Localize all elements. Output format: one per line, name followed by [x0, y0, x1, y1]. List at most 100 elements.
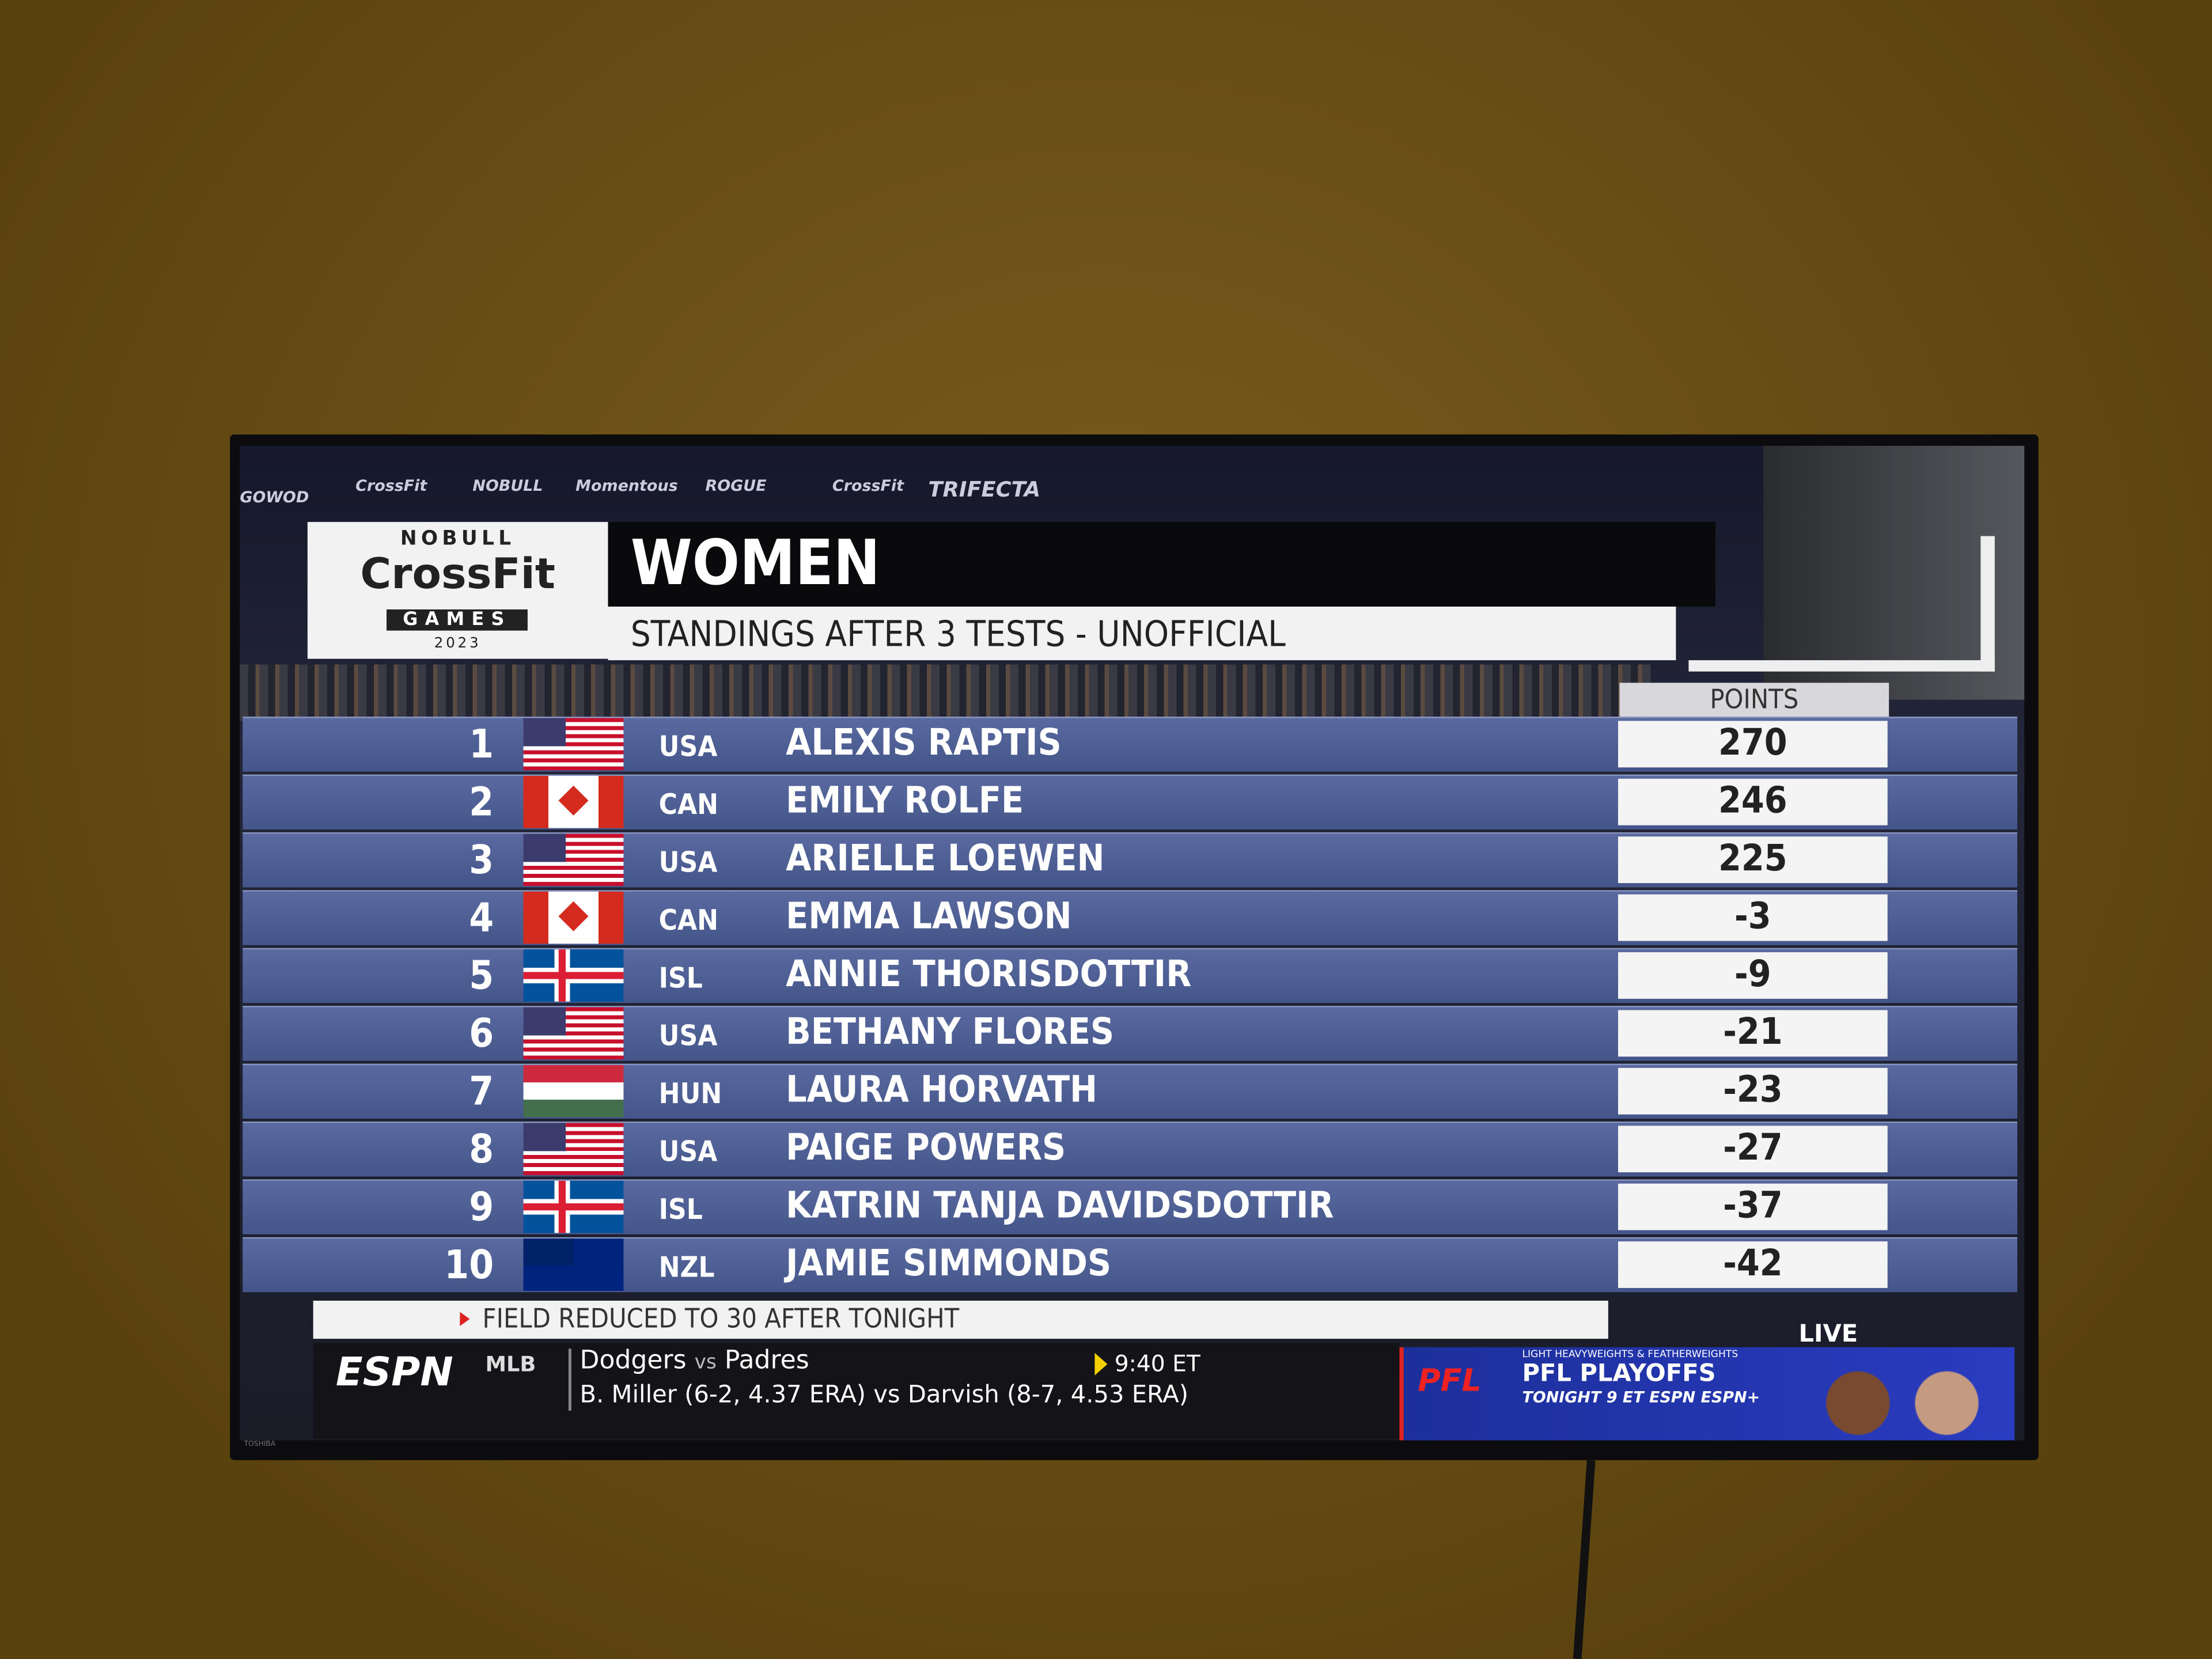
athlete-name: EMMA LAWSON — [786, 896, 1072, 938]
flag — [523, 1180, 624, 1233]
pitchers: B. Miller (6-2, 4.37 ERA) vs Darvish (8-… — [579, 1381, 1188, 1410]
points: -9 — [1618, 952, 1888, 999]
sponsor: NOBULL — [472, 476, 543, 495]
athlete-name: BETHANY FLORES — [786, 1011, 1115, 1054]
rank: 6 — [469, 1010, 494, 1057]
standing-row: 10 NZL JAMIE SIMMONDS -42 — [243, 1237, 2018, 1293]
play-icon — [1094, 1353, 1108, 1376]
standing-row: 4 CAN EMMA LAWSON -3 — [243, 890, 2018, 945]
points: 246 — [1618, 778, 1888, 825]
team: Dodgers — [579, 1346, 687, 1376]
note-bar: FIELD REDUCED TO 30 AFTER TONIGHT — [313, 1300, 1608, 1339]
flag-canton — [523, 1123, 566, 1152]
rank: 1 — [469, 721, 494, 768]
country: ISL — [658, 1192, 703, 1226]
cross — [523, 972, 624, 979]
subtitle-bar: STANDINGS AFTER 3 TESTS - UNOFFICIAL — [608, 607, 1676, 661]
logo-box: NOBULL CrossFit GAMES 2023 — [307, 522, 608, 659]
matchup: Dodgers vs Padres — [580, 1346, 809, 1375]
flag-canton — [523, 834, 566, 862]
fighters — [1798, 1347, 1997, 1441]
sponsor: Momentous — [575, 476, 678, 495]
country: HUN — [658, 1076, 722, 1111]
rank: 9 — [469, 1183, 494, 1230]
promo-time: TONIGHT 9 ET ESPN ESPN+ — [1522, 1388, 1760, 1407]
game-time: 9:40 ET — [1114, 1350, 1200, 1377]
cross — [558, 1180, 566, 1233]
rank: 8 — [469, 1126, 494, 1173]
points-header: POINTS — [1619, 683, 1889, 717]
rank: 4 — [469, 894, 494, 941]
athlete-name: EMILY ROLFE — [786, 780, 1024, 823]
athlete-name: ANNIE THORISDOTTIR — [786, 953, 1192, 996]
points: -21 — [1618, 1010, 1888, 1057]
points: -42 — [1618, 1241, 1888, 1288]
points: 270 — [1618, 721, 1888, 768]
sponsor: CrossFit — [355, 476, 427, 495]
standing-row: 8 USA PAIGE POWERS -27 — [243, 1121, 2018, 1177]
team: Padres — [724, 1346, 809, 1376]
points: -3 — [1618, 894, 1888, 941]
standing-row: 2 CAN EMILY ROLFE 246 — [243, 774, 2018, 830]
sponsor: TRIFECTA — [928, 476, 1041, 502]
rank: 2 — [469, 778, 494, 825]
network-logo: ESPN — [335, 1349, 453, 1396]
points: -27 — [1618, 1126, 1888, 1173]
live-label: LIVE — [1798, 1320, 1858, 1349]
flag — [523, 949, 624, 1002]
maple-leaf — [558, 785, 589, 816]
athlete-name: PAIGE POWERS — [786, 1127, 1066, 1170]
promo-title: PFL PLAYOFFS — [1522, 1359, 1716, 1388]
vs: vs — [694, 1351, 717, 1374]
country: USA — [658, 1018, 718, 1052]
logo-year: 2023 — [434, 636, 482, 652]
flag — [523, 1007, 624, 1060]
flag — [523, 891, 624, 944]
athlete-name: KATRIN TANJA DAVIDSDOTTIR — [786, 1185, 1334, 1228]
country: NZL — [658, 1249, 715, 1284]
flag — [523, 775, 624, 828]
flag — [523, 834, 624, 886]
time: TONIGHT 9 ET — [1522, 1388, 1644, 1407]
flag — [523, 1238, 624, 1291]
flag — [523, 1065, 624, 1118]
bullet — [460, 1312, 470, 1327]
flag — [523, 718, 624, 771]
sponsor: ROGUE — [705, 476, 767, 495]
standing-row: 3 USA ARIELLE LOEWEN 225 — [243, 832, 2018, 888]
rank: 3 — [469, 836, 494, 884]
bracket — [1688, 660, 1995, 672]
logo-name: CrossFit — [360, 550, 555, 600]
rank: 5 — [469, 952, 494, 999]
flag-canton — [523, 1007, 566, 1036]
logo-event: GAMES — [387, 609, 528, 631]
points: 225 — [1618, 836, 1888, 884]
title-bar: WOMEN — [608, 522, 1715, 607]
sponsor: GOWOD — [240, 488, 309, 507]
points: -23 — [1618, 1067, 1888, 1115]
flag — [523, 1123, 624, 1176]
promo: PFL LIGHT HEAVYWEIGHTS & FEATHERWEIGHTS … — [1399, 1347, 2015, 1441]
country: USA — [658, 729, 718, 763]
note: FIELD REDUCED TO 30 AFTER TONIGHT — [482, 1303, 960, 1335]
standing-row: 7 HUN LAURA HORVATH -23 — [243, 1063, 2018, 1119]
sponsor: CrossFit — [832, 476, 904, 495]
crowd — [240, 664, 1651, 721]
athlete-name: ALEXIS RAPTIS — [786, 722, 1062, 765]
logo-brand: NOBULL — [400, 527, 516, 551]
country: USA — [658, 844, 718, 879]
cross — [523, 1203, 624, 1211]
standing-row: 5 ISL ANNIE THORISDOTTIR -9 — [243, 948, 2018, 1003]
cross — [558, 949, 566, 1002]
flag-canton — [523, 718, 566, 747]
rank: 10 — [444, 1241, 494, 1288]
ticker: ESPN MLB Dodgers vs Padres 9:40 ET B. Mi… — [313, 1343, 1400, 1439]
title: WOMEN — [630, 527, 880, 600]
country: CAN — [658, 903, 718, 937]
country: CAN — [658, 787, 718, 821]
promo-logo: PFL — [1418, 1364, 1482, 1400]
tv-brand: TOSHIBA — [244, 1440, 276, 1449]
country: ISL — [658, 960, 703, 995]
